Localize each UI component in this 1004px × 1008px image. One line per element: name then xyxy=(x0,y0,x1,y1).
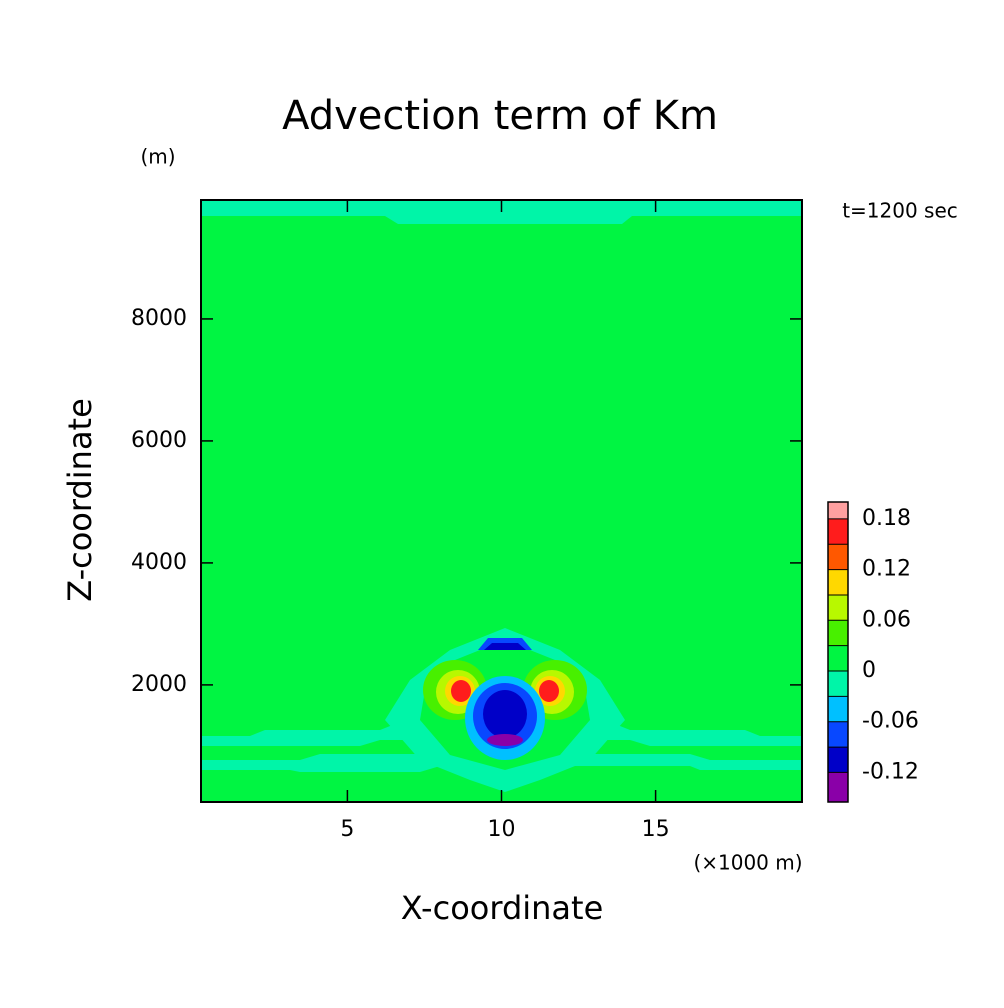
colorbar-box xyxy=(828,569,848,595)
colorbar-box xyxy=(828,502,848,519)
contour-region xyxy=(484,643,526,650)
colorbar-tick-label: 0.12 xyxy=(862,557,911,582)
colorbar-box xyxy=(828,594,848,621)
contour-region xyxy=(539,680,559,702)
contour-field xyxy=(201,200,802,802)
time-annotation: t=1200 sec xyxy=(842,199,958,223)
chart-title: Advection term of Km xyxy=(282,93,718,139)
x-tick-label: 10 xyxy=(488,817,516,842)
contour-region xyxy=(483,690,527,738)
x-unit: (×1000 m) xyxy=(693,851,802,875)
y-axis-label: Z-coordinate xyxy=(61,398,99,602)
colorbar-box xyxy=(828,645,848,672)
contour-region xyxy=(451,680,471,702)
colorbar-box xyxy=(828,544,848,570)
colorbar-tick-label: 0 xyxy=(862,658,876,683)
colorbar-box xyxy=(828,696,848,722)
x-axis-label: X-coordinate xyxy=(401,889,604,927)
y-tick-label: 6000 xyxy=(131,428,187,453)
y-unit: (m) xyxy=(140,145,175,169)
colorbar-box xyxy=(828,620,848,646)
colorbar-box xyxy=(828,721,848,748)
contour-region xyxy=(201,722,420,746)
y-tick-label: 4000 xyxy=(131,550,187,575)
colorbar-box xyxy=(828,747,848,773)
colorbar-tick-label: 0.06 xyxy=(862,607,911,632)
contour-region xyxy=(590,722,802,746)
x-tick-label: 15 xyxy=(642,817,670,842)
colorbar-box xyxy=(828,671,848,697)
y-tick-label: 8000 xyxy=(131,306,187,331)
colorbar-tick-label: 0.18 xyxy=(862,506,911,531)
x-tick-label: 5 xyxy=(340,817,354,842)
colorbar-tick-label: -0.06 xyxy=(862,709,919,734)
colorbar-tick-label: -0.12 xyxy=(862,759,919,784)
y-tick-label: 2000 xyxy=(131,672,187,697)
colorbar-box xyxy=(828,772,848,802)
colorbar-box xyxy=(828,518,848,545)
colorbar-frame xyxy=(827,501,849,803)
contour-region xyxy=(487,734,523,746)
